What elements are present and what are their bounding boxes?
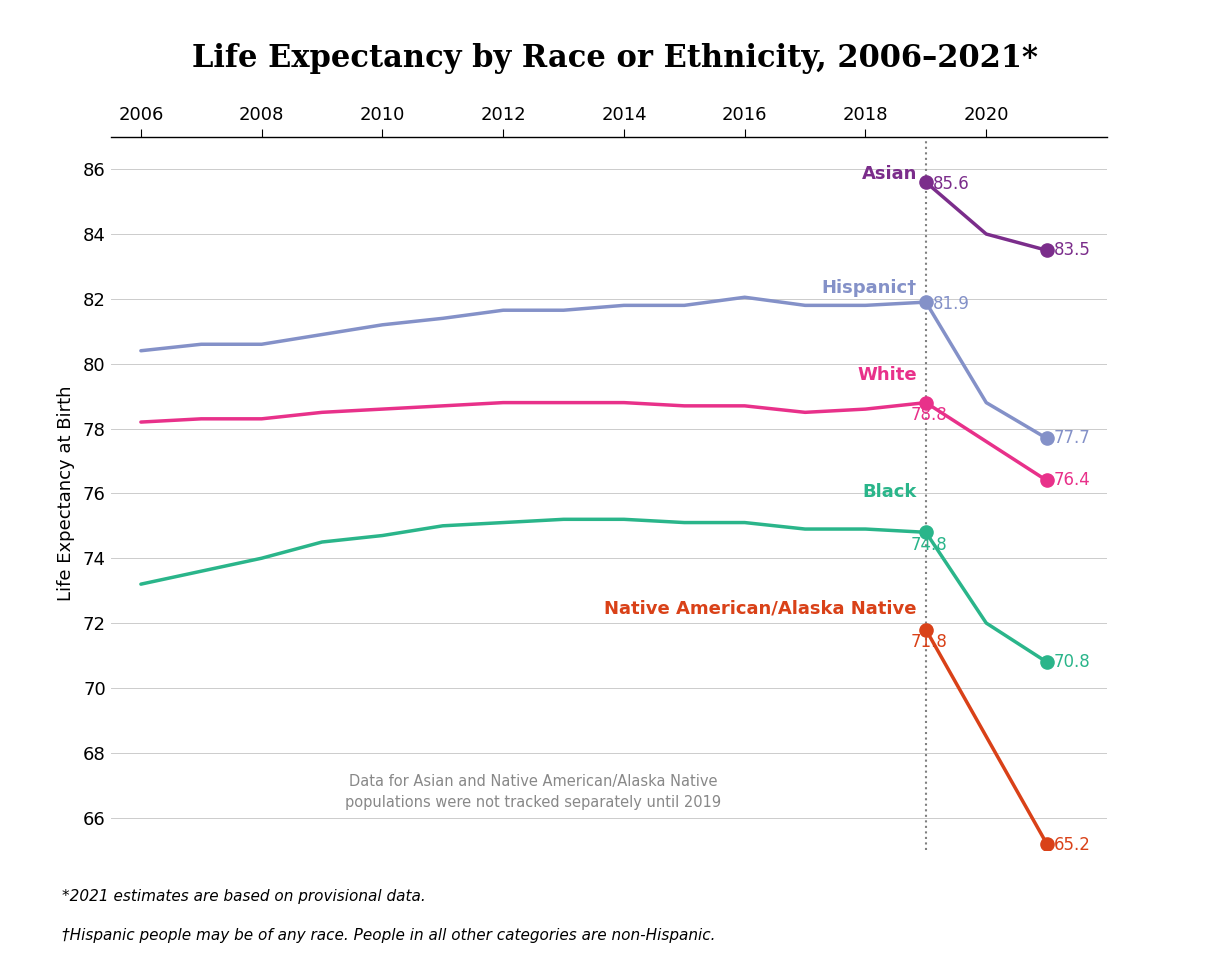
- Text: 65.2: 65.2: [1054, 836, 1091, 854]
- Point: [1037, 242, 1057, 258]
- Point: [916, 621, 936, 637]
- Text: 85.6: 85.6: [934, 175, 969, 192]
- Text: Data for Asian and Native American/Alaska Native
populations were not tracked se: Data for Asian and Native American/Alask…: [346, 774, 722, 810]
- Text: Asian: Asian: [861, 165, 916, 183]
- Text: Life Expectancy by Race or Ethnicity, 2006–2021*: Life Expectancy by Race or Ethnicity, 20…: [192, 43, 1038, 74]
- Text: Hispanic†: Hispanic†: [822, 278, 916, 297]
- Text: White: White: [857, 366, 916, 384]
- Text: 77.7: 77.7: [1054, 429, 1091, 447]
- Point: [916, 525, 936, 540]
- Text: 76.4: 76.4: [1054, 472, 1091, 489]
- Y-axis label: Life Expectancy at Birth: Life Expectancy at Birth: [57, 386, 75, 601]
- Text: 78.8: 78.8: [910, 405, 947, 424]
- Text: 70.8: 70.8: [1054, 653, 1091, 671]
- Text: *2021 estimates are based on provisional data.: *2021 estimates are based on provisional…: [62, 889, 426, 904]
- Point: [1037, 835, 1057, 851]
- Point: [1037, 655, 1057, 670]
- Text: Black: Black: [862, 483, 916, 501]
- Text: Native American/Alaska Native: Native American/Alaska Native: [604, 600, 916, 617]
- Point: [916, 395, 936, 410]
- Text: †Hispanic people may be of any race. People in all other categories are non-Hisp: †Hispanic people may be of any race. Peo…: [62, 928, 715, 943]
- Point: [916, 294, 936, 310]
- Point: [1037, 473, 1057, 488]
- Text: 83.5: 83.5: [1054, 241, 1091, 259]
- Text: 71.8: 71.8: [910, 633, 947, 651]
- Point: [916, 174, 936, 190]
- Text: 74.8: 74.8: [910, 535, 947, 554]
- Point: [1037, 431, 1057, 446]
- Text: 81.9: 81.9: [934, 295, 970, 313]
